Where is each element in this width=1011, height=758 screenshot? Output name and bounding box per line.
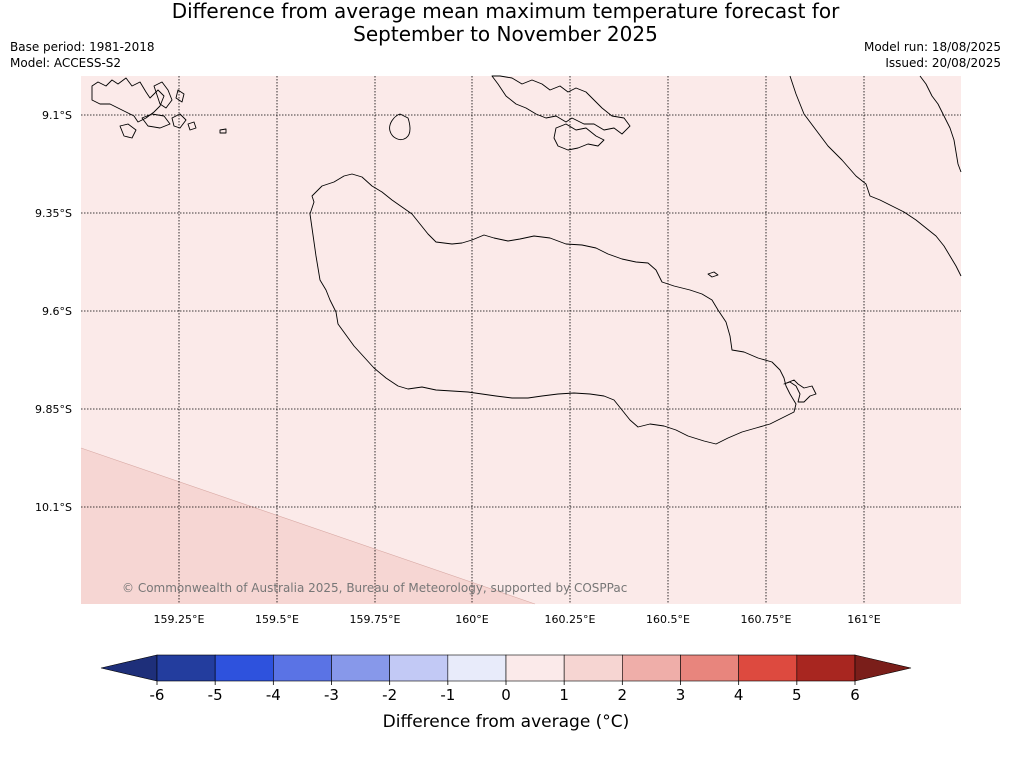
colorbar-segment [563, 654, 623, 682]
colorbar-tick-label: 3 [676, 686, 686, 704]
coastline-florida-islands [553, 123, 605, 151]
coastline-russell-islands [91, 77, 165, 123]
latitude-labels: 9.1°S 9.35°S 9.6°S 9.85°S 10.1°S [35, 109, 72, 514]
coastline-islet [707, 271, 719, 278]
lat-label: 9.35°S [35, 207, 72, 220]
coastline-russell-islands [187, 121, 197, 131]
model-name: Model: ACCESS-S2 [10, 56, 122, 70]
colorbar-tick-label: -6 [150, 686, 165, 704]
colorbar-tick-label: -5 [208, 686, 223, 704]
lat-label: 10.1°S [35, 501, 72, 514]
colorbar-tick-label: -1 [440, 686, 455, 704]
colorbar-tick-label: 0 [501, 686, 511, 704]
colorbar-segment [505, 654, 565, 682]
lat-label: 9.6°S [42, 305, 72, 318]
colorbar-segments [156, 654, 856, 682]
colorbar-segment [738, 654, 798, 682]
title-line-2: September to November 2025 [353, 22, 658, 46]
colorbar-tick-label: -2 [382, 686, 397, 704]
lon-label: 159.5°E [255, 613, 299, 626]
coastline-russell-islands [175, 89, 185, 103]
base-period: Base period: 1981-2018 [10, 40, 155, 54]
colorbar-ticks: -6 -5 -4 -3 -2 -1 0 1 2 3 4 5 6 [150, 681, 860, 704]
chart-title: Difference from average mean maximum tem… [0, 0, 1011, 46]
lon-label: 161°E [847, 613, 880, 626]
colorbar-overflow-arrow [854, 654, 912, 682]
meta-right: Model run: 18/08/2025 Issued: 20/08/2025 [864, 39, 1001, 71]
copyright-notice: © Commonwealth of Australia 2025, Bureau… [122, 581, 627, 595]
colorbar-segment [156, 654, 216, 682]
colorbar-segment [447, 654, 507, 682]
coastline-islet [219, 128, 227, 134]
gridlines [81, 76, 961, 604]
coastline-islet [389, 113, 411, 141]
colorbar-label: Difference from average (°C) [383, 712, 630, 732]
coastline-florida-islands [491, 75, 631, 135]
colorbar-segment [214, 654, 274, 682]
lon-label: 160.25°E [545, 613, 596, 626]
coastline-russell-islands [153, 81, 173, 109]
coastline-malaita [919, 75, 962, 173]
colorbar-segment [331, 654, 390, 682]
lon-label: 160°E [455, 613, 488, 626]
colorbar-tick-label: 4 [734, 686, 744, 704]
lon-label: 160.75°E [741, 613, 792, 626]
colorbar-underflow-arrow [100, 654, 158, 682]
colorbar-segment [680, 654, 739, 682]
model-run: Model run: 18/08/2025 [863, 40, 1001, 54]
coastline-guadalcanal [309, 173, 797, 445]
map-panel: 9.1°S 9.35°S 9.6°S 9.85°S 10.1°S 159.25°… [35, 75, 962, 626]
lat-label: 9.1°S [42, 109, 72, 122]
southwest-region-edge [80, 447, 536, 605]
lat-label: 9.85°S [35, 403, 72, 416]
colorbar-tick-label: 1 [559, 686, 569, 704]
colorbar-tick-label: -3 [324, 686, 339, 704]
coastline-russell-islands [119, 123, 137, 139]
issued-date: Issued: 20/08/2025 [885, 56, 1001, 70]
lon-label: 159.25°E [154, 613, 205, 626]
longitude-labels: 159.25°E 159.5°E 159.75°E 160°E 160.25°E… [154, 613, 881, 626]
colorbar-tick-label: 6 [850, 686, 860, 704]
title-line-1: Difference from average mean maximum tem… [171, 0, 840, 23]
colorbar-segment [622, 654, 681, 682]
coastlines [91, 75, 962, 445]
coastline-russell-islands [171, 113, 187, 129]
colorbar-tick-label: -4 [266, 686, 281, 704]
lon-label: 160.5°E [646, 613, 690, 626]
colorbar: -6 -5 -4 -3 -2 -1 0 1 2 3 4 5 6 Difference from aver… [100, 654, 912, 732]
colorbar-segment [389, 654, 449, 682]
meta-left: Base period: 1981-2018 Model: ACCESS-S2 [10, 39, 155, 71]
colorbar-tick-label: 2 [618, 686, 628, 704]
coastline-islet [783, 379, 817, 403]
colorbar-segment [273, 654, 332, 682]
colorbar-segment [796, 654, 856, 682]
coastline-malaita [789, 75, 962, 277]
lon-label: 159.75°E [350, 613, 401, 626]
colorbar-tick-label: 5 [792, 686, 802, 704]
coastline-russell-islands [141, 113, 171, 129]
